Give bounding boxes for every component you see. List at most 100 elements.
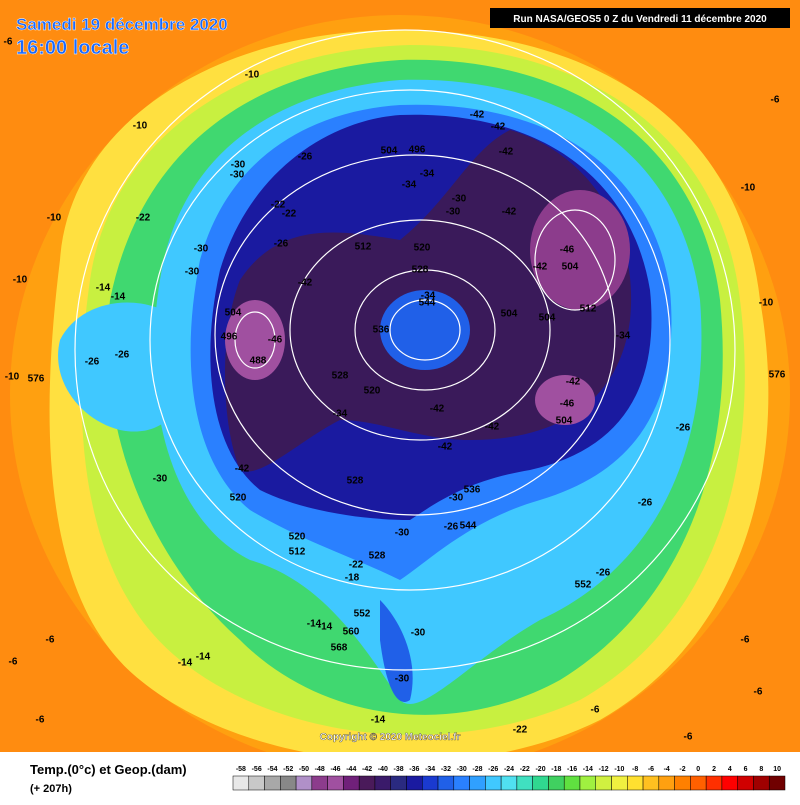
scale-label: -18 [551, 766, 561, 773]
contour-label: -26 [85, 357, 100, 368]
contour-label: -42 [438, 442, 453, 453]
contour-label: 544 [419, 298, 436, 309]
contour-label: -10 [245, 70, 260, 81]
scale-label: -38 [394, 766, 404, 773]
contour-label: -14 [96, 283, 111, 294]
contour-label: -30 [449, 493, 464, 504]
contour-label: 560 [343, 627, 360, 638]
scale-label: -10 [614, 766, 624, 773]
contour-label: -46 [268, 335, 283, 346]
contour-label: 504 [501, 309, 518, 320]
scale-swatch [595, 775, 612, 791]
scale-swatch [548, 775, 565, 791]
contour-label: -42 [470, 110, 485, 121]
contour-label: -22 [513, 725, 528, 736]
scale-label: -24 [504, 766, 514, 773]
contour-label: -42 [298, 278, 313, 289]
contour-label: 528 [412, 265, 429, 276]
scale-label: -56 [252, 766, 262, 773]
contour-label: 520 [364, 386, 381, 397]
contour-label: 568 [331, 643, 348, 654]
date-label: Samedi 19 décembre 2020 [16, 15, 228, 34]
contour-label: 504 [562, 262, 579, 273]
scale-swatch [627, 775, 644, 791]
scale-swatch [674, 775, 691, 791]
contour-label: -26 [676, 423, 691, 434]
scale-label: 6 [744, 766, 748, 773]
scale-swatch [721, 775, 738, 791]
contour-label: -30 [153, 474, 168, 485]
contour-label: 520 [230, 493, 247, 504]
contour-label: 544 [460, 521, 477, 532]
scale-swatch [248, 775, 265, 791]
zone-magenta-south [535, 375, 595, 425]
contour [389, 299, 461, 361]
zone-magenta-west [225, 300, 285, 380]
scale-label: -46 [330, 766, 340, 773]
scale-label: -14 [583, 766, 593, 773]
zone-magenta-east [530, 190, 630, 310]
scale-swatch [358, 775, 376, 791]
contour-label: -22 [282, 209, 297, 220]
zone-blue-south [380, 600, 413, 702]
contour-label: -46 [560, 245, 575, 256]
scale-swatch [311, 775, 328, 791]
contour-label: -34 [616, 331, 631, 342]
contour [149, 89, 671, 591]
scale-label: -22 [520, 766, 530, 773]
contour-label: 504 [539, 313, 556, 324]
contour-label: -10 [5, 372, 20, 383]
scale-label: 0 [696, 766, 700, 773]
scale-swatch [737, 775, 754, 791]
scale-swatch [658, 775, 675, 791]
scale-swatch [532, 775, 549, 791]
contour-label: -42 [485, 422, 500, 433]
copyright: Copyright © 2020 Meteociel.fr [320, 732, 461, 743]
scale-label: -42 [362, 766, 372, 773]
scale-label: -54 [267, 766, 277, 773]
scale-label: -20 [535, 766, 545, 773]
contour-label: -6 [754, 687, 763, 698]
contour-label: -10 [13, 275, 28, 286]
scale-label: -58 [236, 766, 246, 773]
geopotential-contours [74, 29, 736, 671]
contour-label: -6 [741, 635, 750, 646]
contour-label: 528 [347, 476, 364, 487]
scale-swatch [374, 775, 391, 791]
scale-label: -30 [457, 766, 467, 773]
scale-label: 2 [712, 766, 716, 773]
color-scale: -58 -56 -54 -52 -50 -48 -46 -44 -42 -40 -38 -36 -34-… [232, 766, 786, 791]
contour-label: -26 [298, 152, 313, 163]
contour-label: -42 [430, 404, 445, 415]
contour-label: -26 [638, 498, 653, 509]
contour-label: -14 [318, 622, 333, 633]
contour-label: 488 [250, 356, 267, 367]
contour-label: 576 [769, 370, 786, 381]
contour-label: 528 [369, 551, 386, 562]
contour-label: -30 [395, 674, 410, 685]
scale-label: 10 [773, 766, 781, 773]
scale-swatch [406, 775, 423, 791]
contour [234, 311, 276, 369]
scale-label: -8 [632, 766, 638, 773]
scale-label: -28 [472, 766, 482, 773]
contour-label: -26 [444, 522, 459, 533]
contour-label: -46 [560, 399, 575, 410]
contour-label: -14 [196, 652, 211, 663]
contour-label: -6 [46, 635, 55, 646]
scale-swatch [390, 775, 407, 791]
contour-label: 512 [289, 547, 306, 558]
contour-label: 496 [221, 332, 238, 343]
time-label: 16:00 locale [16, 37, 129, 59]
scale-swatch [563, 775, 581, 791]
scale-label: -4 [664, 766, 670, 773]
contour-label: -26 [274, 239, 289, 250]
contour-label: -6 [591, 705, 600, 716]
scale-swatch [768, 775, 786, 791]
contour-label: 512 [355, 242, 372, 253]
contour-label: -14 [178, 658, 193, 669]
zone-cyan-west [58, 302, 187, 432]
contour-label: 520 [289, 532, 306, 543]
contour-label: -30 [230, 170, 245, 181]
contour-label: -42 [502, 207, 517, 218]
